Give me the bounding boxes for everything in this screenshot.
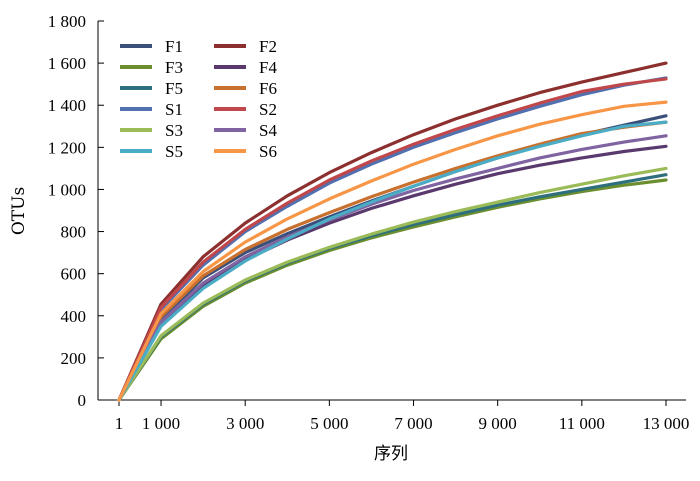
plot-axes: [97, 21, 686, 401]
x-tick-label: 9 000: [479, 414, 517, 433]
y-tick-label: 800: [61, 223, 87, 242]
legend-label-f6: F6: [259, 79, 277, 98]
series-line-s3: [117, 166, 668, 402]
series-line-s1: [117, 76, 668, 402]
legend-label-f2: F2: [259, 37, 277, 56]
y-axis-ticks: 0 200 400 600 800 1 000 1 200 1 400 1 600 1 800: [48, 12, 104, 410]
x-tick-label: 5 000: [310, 414, 348, 433]
legend-label-f3: F3: [165, 58, 183, 77]
series-line-s5: [117, 120, 668, 402]
series-line-f6: [117, 120, 668, 402]
y-tick-label: 1 600: [48, 54, 86, 73]
x-tick-label: 13 000: [643, 414, 690, 433]
legend-label-s5: S5: [165, 142, 183, 161]
legend-label-s4: S4: [259, 121, 277, 140]
series-line-f4: [117, 144, 668, 402]
series-lines: [117, 61, 668, 402]
y-tick-label: 400: [61, 307, 87, 326]
legend-label-s2: S2: [259, 100, 277, 119]
y-axis-title: OTUs: [9, 187, 29, 235]
legend-label-s3: S3: [165, 121, 183, 140]
legend-label-s6: S6: [259, 142, 277, 161]
x-tick-label: 1 000: [142, 414, 180, 433]
legend-label-f1: F1: [165, 37, 183, 56]
series-line-s2: [117, 77, 668, 402]
series-line-f3: [117, 178, 668, 402]
y-tick-label: 0: [78, 391, 87, 410]
y-tick-label: 1 200: [48, 138, 86, 157]
series-line-s6: [117, 100, 668, 402]
y-tick-label: 200: [61, 349, 87, 368]
legend-label-f5: F5: [165, 79, 183, 98]
x-tick-label: 11 000: [559, 414, 605, 433]
x-tick-label: 3 000: [226, 414, 264, 433]
y-tick-label: 1 400: [48, 96, 86, 115]
x-axis-title: 序列: [374, 444, 408, 464]
y-tick-label: 1 000: [48, 180, 86, 199]
legend: F1 F2 F3 F4 F5 F6 S1 S2 S3 S4 S5 S6: [120, 37, 277, 161]
legend-label-s1: S1: [165, 100, 183, 119]
x-tick-label: 7 000: [394, 414, 432, 433]
legend-label-f4: F4: [259, 58, 277, 77]
x-tick-label: 1: [115, 414, 124, 433]
series-line-s4: [117, 134, 668, 402]
y-tick-label: 1 800: [48, 12, 86, 31]
series-line-f2: [117, 61, 668, 402]
y-tick-label: 600: [61, 265, 87, 284]
